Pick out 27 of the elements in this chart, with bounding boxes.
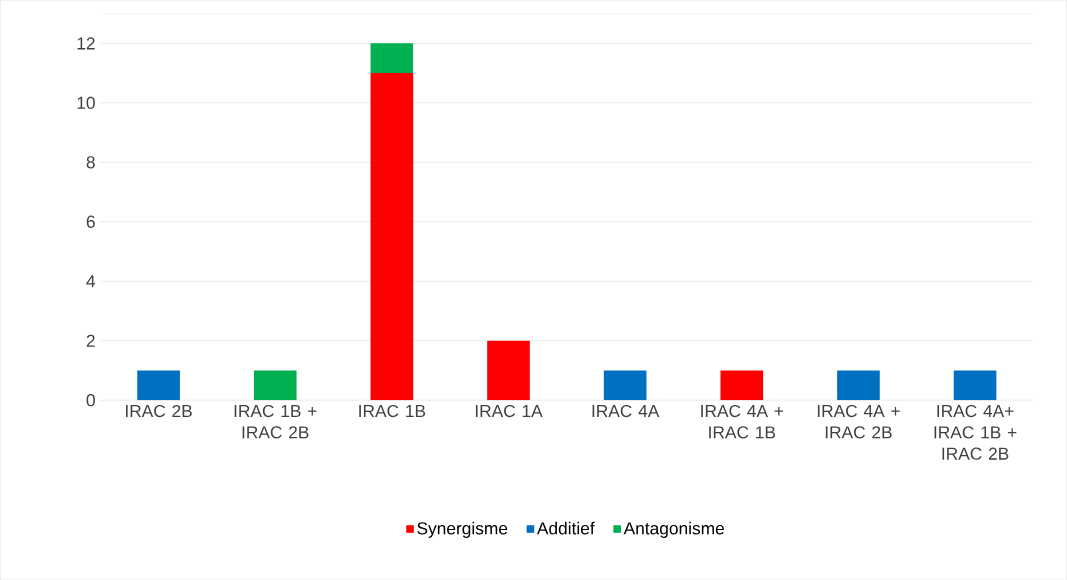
bar [603, 370, 647, 400]
bar [953, 370, 997, 400]
legend-label: Additief [536, 521, 595, 535]
x-tick-label: IRAC 4A+ IRAC 1B + IRAC 2B [934, 404, 1017, 460]
bar [487, 340, 530, 400]
legend-label: Synergisme [417, 521, 508, 538]
bar [137, 370, 180, 400]
x-tick-label: IRAC 1A [475, 404, 543, 417]
bar [370, 43, 414, 73]
x-tick-label: IRAC 2B [126, 404, 192, 417]
x-tick-label: IRAC 4A + IRAC 2B [817, 404, 900, 439]
y-tick-label: 10 [77, 96, 95, 109]
bar [370, 72, 414, 400]
bar [720, 370, 764, 400]
x-tick-label: IRAC 1B [359, 404, 426, 417]
x-tick-label: IRAC 1B + IRAC 2B [234, 404, 317, 439]
x-tick-label: IRAC 4A + IRAC 1B [701, 404, 784, 439]
legend-label: Antagonisme [623, 521, 724, 538]
bar [837, 370, 880, 400]
bar [253, 370, 297, 400]
y-tick-label: 6 [86, 215, 95, 228]
y-tick-label: 8 [86, 155, 95, 169]
y-tick-label: 2 [86, 334, 95, 347]
y-tick-label: 4 [86, 275, 96, 287]
x-tick-label: IRAC 4A [592, 404, 660, 417]
y-tick-label: 12 [77, 37, 95, 50]
y-tick-label: 0 [86, 393, 95, 407]
